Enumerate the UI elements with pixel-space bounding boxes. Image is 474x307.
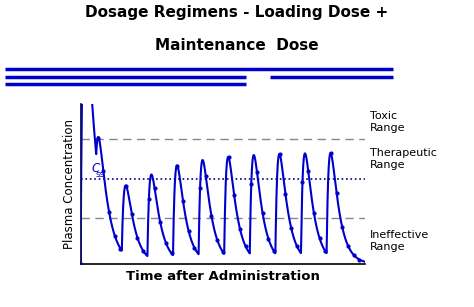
X-axis label: Time after Administration: Time after Administration [126,270,320,282]
Text: Maintenance  Dose: Maintenance Dose [155,38,319,53]
Text: Dosage Regimens - Loading Dose +: Dosage Regimens - Loading Dose + [85,5,389,20]
Y-axis label: Plasma Concentration: Plasma Concentration [64,119,76,249]
Text: ss: ss [95,170,105,179]
Text: Toxic
Range: Toxic Range [370,111,405,133]
Text: $C$: $C$ [91,162,101,175]
Text: Therapeutic
Range: Therapeutic Range [370,148,437,170]
Text: Ineffective
Range: Ineffective Range [370,231,429,252]
